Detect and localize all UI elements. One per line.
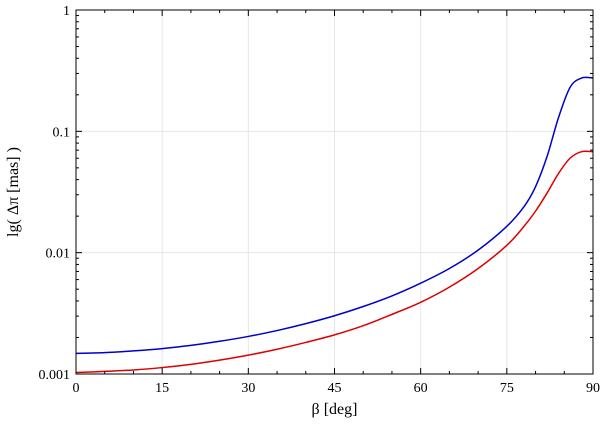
x-axis-label: β [deg] xyxy=(312,401,358,418)
x-tick-label: 0 xyxy=(73,381,80,396)
tick-labels: 0 15 30 45 60 75 90 0.001 0.01 0.1 1 xyxy=(39,4,600,396)
x-tick-label: 60 xyxy=(414,381,428,396)
x-tick-label: 45 xyxy=(328,381,342,396)
y-tick-label: 1 xyxy=(63,4,70,19)
x-tick-label: 15 xyxy=(155,381,169,396)
y-axis-label: lg( Δπ [mas] ) xyxy=(5,147,22,237)
x-tick-label: 75 xyxy=(500,381,514,396)
x-tick-label: 30 xyxy=(241,381,255,396)
grid xyxy=(76,10,593,374)
x-tick-label: 90 xyxy=(586,381,600,396)
y-tick-label: 0.1 xyxy=(53,125,71,140)
y-tick-label: 0.01 xyxy=(46,247,71,262)
y-tick-label: 0.001 xyxy=(39,368,71,383)
